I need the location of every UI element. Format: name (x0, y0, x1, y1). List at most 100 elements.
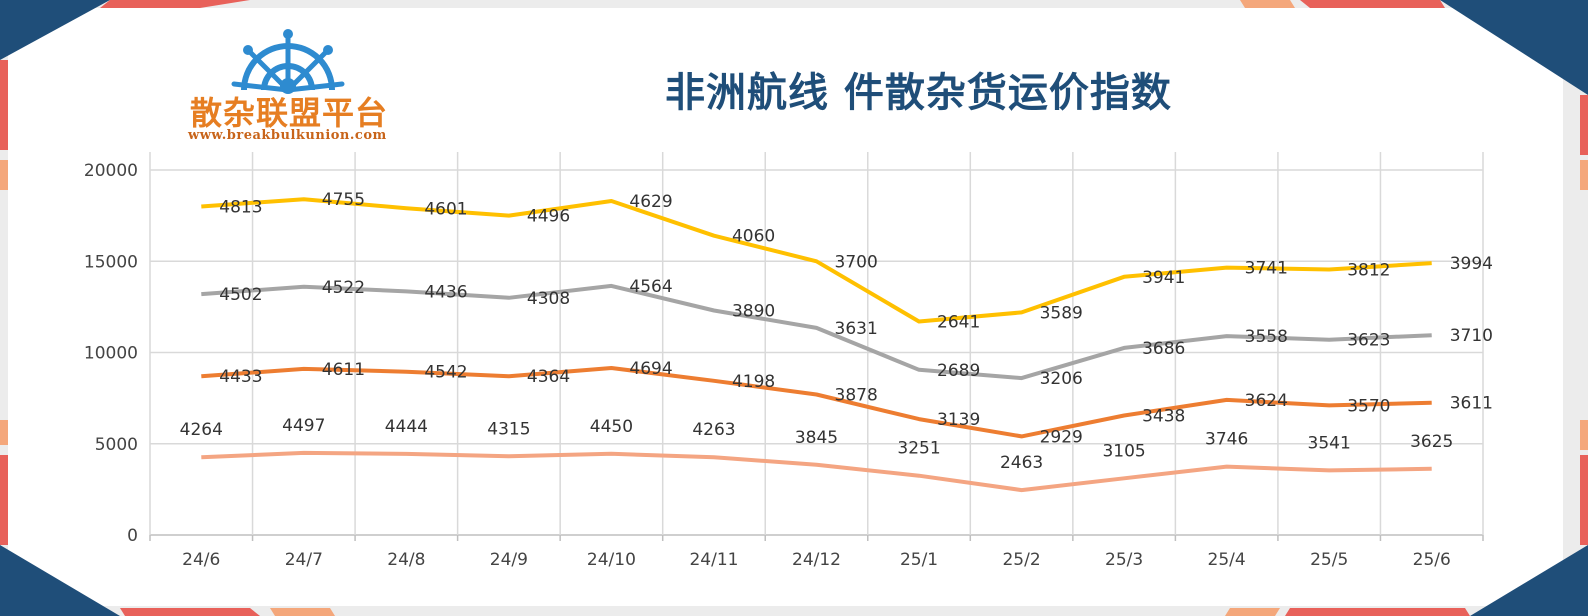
chart-title: 非洲航线 件散杂货运价指数 (665, 70, 1172, 116)
x-tick-label: 24/6 (182, 550, 220, 570)
data-label: 3741 (1245, 259, 1288, 279)
data-label: 4755 (322, 190, 365, 210)
data-label: 3746 (1205, 430, 1248, 450)
data-label: 3251 (897, 439, 940, 459)
data-label: 3631 (835, 319, 878, 339)
data-label: 3994 (1450, 254, 1493, 274)
series-line-2 (201, 283, 1432, 381)
x-tick-label: 24/11 (689, 550, 738, 570)
data-label: 3611 (1450, 394, 1493, 414)
data-label: 4601 (424, 199, 467, 219)
data-label: 3624 (1245, 391, 1288, 411)
data-label: 4436 (424, 282, 467, 302)
data-label: 3623 (1347, 331, 1390, 351)
y-tick-label: 15000 (84, 252, 138, 272)
data-label: 4629 (629, 192, 672, 212)
data-label: 4433 (219, 367, 262, 387)
data-label: 4264 (180, 420, 223, 440)
corner-bottom-left-stripe-2 (270, 608, 335, 616)
data-label: 3941 (1142, 268, 1185, 288)
data-label: 2689 (937, 361, 980, 381)
data-label: 4542 (424, 363, 467, 383)
x-tick-label: 25/5 (1310, 550, 1348, 570)
corner-top-right (1440, 0, 1588, 95)
corner-bottom-right-stripe-2 (1225, 608, 1280, 616)
data-label: 3878 (835, 385, 878, 405)
data-label: 4496 (527, 207, 570, 227)
data-label: 4502 (219, 285, 262, 305)
data-label: 4694 (629, 359, 672, 379)
data-label: 4564 (629, 277, 672, 297)
data-label: 4444 (385, 417, 428, 437)
series-lines (201, 197, 1432, 493)
corner-bottom-right (1470, 545, 1588, 616)
left-stripe-4 (0, 455, 8, 545)
x-axis-ticks: 24/6 24/7 24/8 24/9 24/10 24/11 24/12 25/1 25/2 2… (182, 550, 1451, 570)
left-stripe-2 (0, 160, 8, 190)
left-stripe-3 (0, 420, 8, 445)
data-label: 4308 (527, 289, 570, 309)
data-label: 3570 (1347, 396, 1390, 416)
data-label: 2463 (1000, 453, 1043, 473)
right-stripe-3 (1580, 420, 1588, 450)
data-label: 3686 (1142, 339, 1185, 359)
y-tick-label: 10000 (84, 344, 138, 364)
x-tick-label: 24/12 (792, 550, 841, 570)
data-label: 4450 (590, 417, 633, 437)
series-line-1 (201, 197, 1432, 324)
x-tick-label: 25/1 (900, 550, 938, 570)
right-stripe-4 (1580, 455, 1588, 545)
data-label: 4364 (527, 367, 570, 387)
data-label: 4522 (322, 278, 365, 298)
x-tick-label: 24/10 (587, 550, 636, 570)
corner-top-left-stripe (100, 0, 250, 8)
data-label: 3139 (937, 410, 980, 430)
data-label: 3625 (1410, 432, 1453, 452)
y-tick-label: 0 (127, 526, 138, 546)
corner-bottom-left (0, 545, 120, 616)
x-tick-label: 25/6 (1413, 550, 1451, 570)
right-stripe-1 (1580, 95, 1588, 155)
data-label: 4263 (692, 420, 735, 440)
chart-card (8, 8, 1563, 606)
corner-top-right-stripe-2 (1240, 0, 1295, 8)
data-label: 3589 (1040, 303, 1083, 323)
x-tick-label: 24/9 (490, 550, 528, 570)
corner-bottom-left-stripe (120, 608, 260, 616)
x-tick-label: 25/2 (1002, 550, 1040, 570)
series-line-3 (201, 366, 1432, 439)
data-label: 3845 (795, 428, 838, 448)
data-label: 4198 (732, 372, 775, 392)
data-label: 3890 (732, 302, 775, 322)
x-tick-label: 24/8 (387, 550, 425, 570)
data-label: 4813 (219, 198, 262, 218)
logo-url: www.breakbulkunion.com (188, 128, 387, 143)
corner-top-right-stripe (1300, 0, 1445, 8)
data-label: 4060 (732, 227, 775, 247)
x-tick-label: 25/3 (1105, 550, 1143, 570)
data-label: 3812 (1347, 260, 1390, 280)
data-label: 3541 (1308, 433, 1351, 453)
ship-wheel-icon (231, 29, 345, 94)
logo-text: 散杂联盟平台 (190, 94, 389, 132)
y-tick-label: 20000 (84, 161, 138, 181)
data-label: 4315 (487, 419, 530, 439)
data-label: 3558 (1245, 327, 1288, 347)
left-stripe-1 (0, 60, 8, 150)
data-label: 3710 (1450, 326, 1493, 346)
data-label: 3105 (1102, 441, 1145, 461)
data-label: 3700 (835, 252, 878, 272)
data-label: 4497 (282, 416, 325, 436)
corner-bottom-right-stripe (1285, 608, 1470, 616)
y-axis-ticks: 0 5000 10000 15000 20000 (84, 161, 138, 546)
x-tick-label: 24/7 (285, 550, 323, 570)
data-label: 3206 (1040, 369, 1083, 389)
series-line-4 (201, 450, 1432, 493)
corner-top-left (0, 0, 110, 60)
data-label: 3438 (1142, 406, 1185, 426)
right-stripe-2 (1580, 160, 1588, 190)
x-tick-label: 25/4 (1208, 550, 1246, 570)
y-tick-label: 5000 (95, 435, 138, 455)
